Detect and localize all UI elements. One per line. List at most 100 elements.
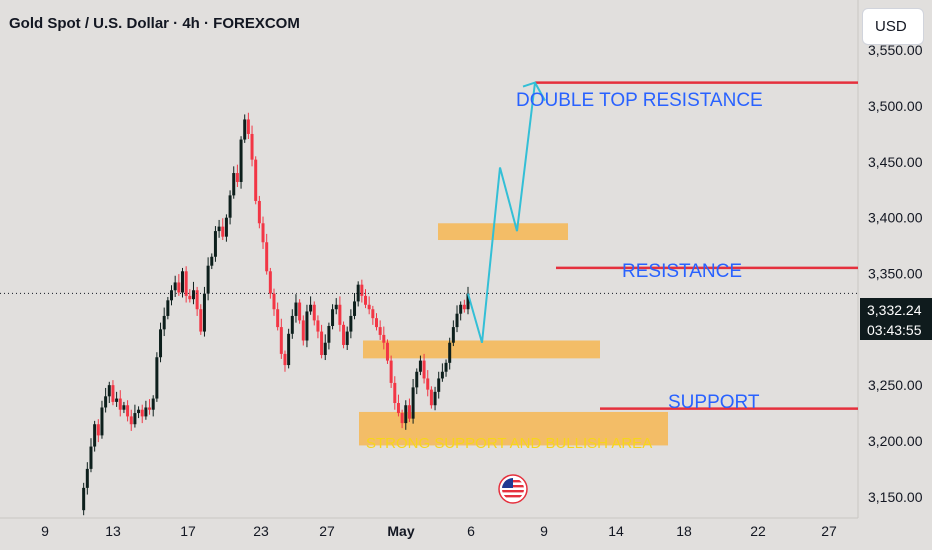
resistance-label: RESISTANCE bbox=[622, 261, 742, 282]
candle-body bbox=[374, 318, 378, 328]
candle-body bbox=[89, 446, 93, 469]
time-tick-label: 13 bbox=[105, 523, 121, 539]
candle-body bbox=[140, 409, 144, 417]
candle-body bbox=[126, 405, 130, 417]
candle-body bbox=[261, 223, 265, 243]
candle-body bbox=[334, 304, 338, 310]
candle-body bbox=[180, 271, 184, 293]
candle-body bbox=[115, 398, 119, 402]
candle-body bbox=[100, 407, 104, 436]
candle-body bbox=[93, 424, 97, 447]
candle-body bbox=[407, 405, 411, 419]
price-tick-label: 3,400.00 bbox=[868, 210, 923, 226]
candle-body bbox=[349, 315, 353, 332]
candle-body bbox=[217, 226, 221, 232]
candle-body bbox=[195, 290, 199, 310]
price-tick-label: 3,450.00 bbox=[868, 154, 923, 170]
candle-body bbox=[104, 396, 108, 408]
candle-body bbox=[144, 407, 148, 417]
candle-body bbox=[298, 302, 302, 321]
price-tick-label: 3,250.00 bbox=[868, 377, 923, 393]
candle-body bbox=[228, 195, 232, 218]
candle-body bbox=[276, 309, 280, 328]
candle-body bbox=[316, 320, 320, 332]
time-tick-label: 9 bbox=[540, 523, 548, 539]
current-price-tag: 3,332.24 03:43:55 bbox=[860, 298, 932, 340]
time-tick-label: 27 bbox=[821, 523, 837, 539]
candle-body bbox=[96, 424, 100, 436]
candle-body bbox=[433, 391, 437, 406]
time-tick-label: 22 bbox=[750, 523, 766, 539]
candle-body bbox=[459, 304, 463, 314]
candle-body bbox=[411, 387, 415, 419]
support-label: SUPPORT bbox=[668, 392, 760, 413]
time-tick-label: 23 bbox=[253, 523, 269, 539]
candle-body bbox=[268, 271, 272, 294]
price-tick-label: 3,350.00 bbox=[868, 266, 923, 282]
price-tick-label: 3,550.00 bbox=[868, 42, 923, 58]
candle-body bbox=[320, 331, 324, 356]
candle-body bbox=[188, 295, 192, 300]
candle-body bbox=[466, 293, 470, 310]
candle-body bbox=[367, 304, 371, 310]
candle-body bbox=[162, 315, 166, 330]
us-flag-icon[interactable] bbox=[498, 474, 528, 504]
candle-body bbox=[448, 342, 452, 363]
candle-body bbox=[309, 304, 313, 312]
candle-body bbox=[243, 119, 247, 140]
candle-body bbox=[166, 300, 170, 316]
candle-body bbox=[353, 301, 357, 316]
candle-body bbox=[364, 295, 368, 305]
candle-body bbox=[151, 398, 155, 410]
bar-countdown: 03:43:55 bbox=[867, 322, 922, 338]
candle-body bbox=[107, 385, 111, 397]
candle-body bbox=[444, 362, 448, 372]
candle-body bbox=[440, 371, 444, 379]
candle-body bbox=[345, 331, 349, 345]
candle-body bbox=[191, 290, 195, 300]
candle-body bbox=[356, 284, 360, 302]
time-axis[interactable]: 9 13 17 23 27 May 6 9 14 18 22 27 bbox=[41, 523, 837, 539]
candle-body bbox=[155, 357, 159, 399]
candle-body bbox=[111, 385, 115, 402]
candle-body bbox=[305, 311, 309, 341]
candle-body bbox=[246, 119, 250, 134]
time-tick-label: 14 bbox=[608, 523, 624, 539]
candle-body bbox=[250, 133, 254, 160]
candle-body bbox=[170, 290, 174, 301]
candle-body bbox=[213, 231, 217, 257]
candle-body bbox=[393, 382, 397, 404]
currency-button[interactable]: USD bbox=[862, 8, 924, 45]
candle-body bbox=[396, 403, 400, 414]
candle-body bbox=[133, 413, 137, 425]
current-price: 3,332.24 bbox=[867, 302, 922, 318]
candles bbox=[82, 112, 470, 516]
candle-body bbox=[118, 398, 122, 410]
candle-body bbox=[360, 284, 364, 296]
candle-body bbox=[265, 242, 269, 272]
candle-body bbox=[254, 159, 258, 201]
candle-body bbox=[418, 360, 422, 372]
candle-body bbox=[312, 304, 316, 321]
candle-body bbox=[451, 327, 455, 343]
candle-body bbox=[159, 329, 163, 358]
candle-body bbox=[415, 371, 419, 388]
zone-middle bbox=[363, 340, 600, 359]
time-tick-label: May bbox=[387, 523, 414, 539]
candle-body bbox=[389, 360, 393, 383]
candle-body bbox=[385, 342, 389, 361]
candle-body bbox=[338, 304, 342, 325]
candle-body bbox=[382, 334, 386, 343]
candle-body bbox=[122, 405, 126, 410]
strong-support-label: STRONG SUPPORT AND BULLISH AREA bbox=[366, 435, 652, 452]
candle-body bbox=[232, 173, 236, 196]
candle-body bbox=[290, 315, 294, 334]
zone-upper bbox=[438, 223, 568, 241]
price-axis[interactable]: 3,150.003,200.003,250.003,300.003,350.00… bbox=[868, 42, 923, 505]
double-top-resistance-label: DOUBLE TOP RESISTANCE bbox=[516, 90, 763, 111]
candle-body bbox=[239, 139, 243, 182]
candle-body bbox=[327, 325, 331, 343]
chart-title: Gold Spot / U.S. Dollar · 4h · FOREXCOM bbox=[9, 15, 300, 32]
